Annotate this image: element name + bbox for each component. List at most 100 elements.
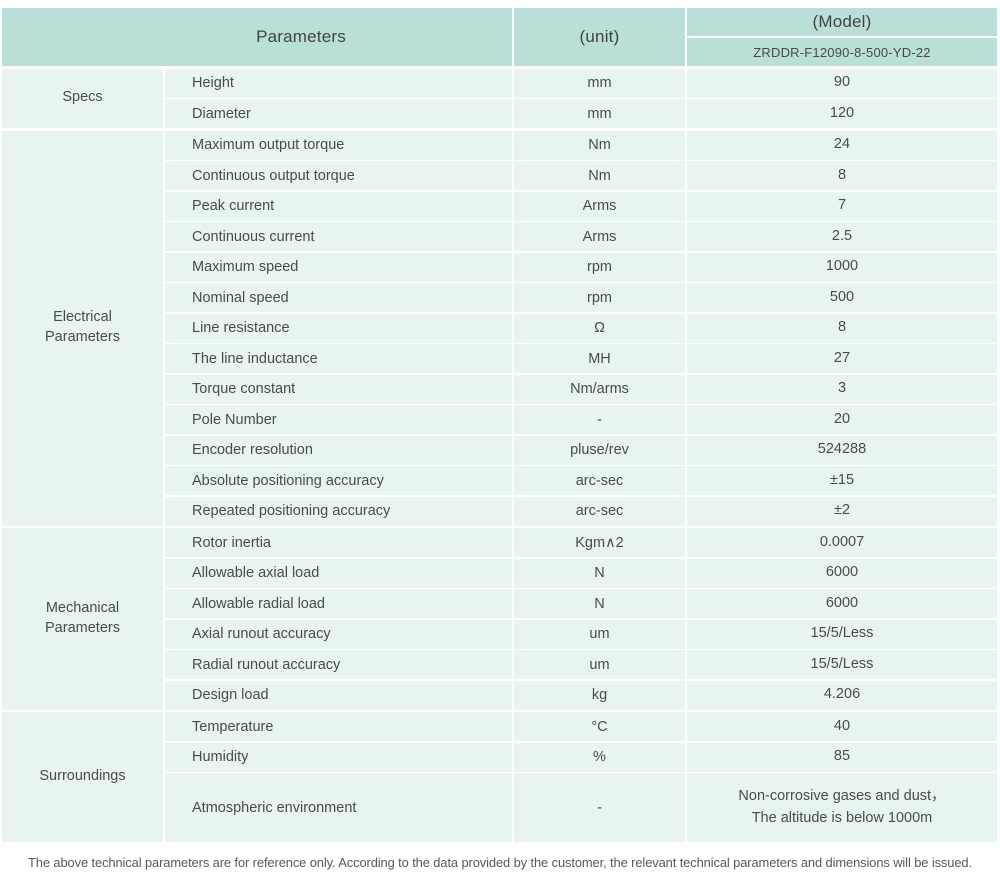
- param-cell: Axial runout accuracy: [165, 619, 512, 649]
- param-cell: Repeated positioning accuracy: [165, 496, 512, 526]
- table-row: Radial runout accuracy um 15/5/Less: [165, 650, 997, 679]
- unit-cell: Arms: [514, 191, 685, 221]
- section-label: Specs: [2, 68, 163, 128]
- unit-cell: rpm: [514, 252, 685, 282]
- param-cell: Radial runout accuracy: [165, 650, 512, 679]
- param-cell: Nominal speed: [165, 283, 512, 312]
- table-row: Continuous output torque Nm 8: [165, 161, 997, 190]
- table-row: Peak current Arms 7: [165, 191, 997, 221]
- param-cell: Continuous output torque: [165, 161, 512, 190]
- value-cell: 20: [687, 405, 997, 434]
- unit-cell: pluse/rev: [514, 435, 685, 465]
- param-cell: Continuous current: [165, 222, 512, 251]
- param-cell: Pole Number: [165, 405, 512, 434]
- param-cell: The line inductance: [165, 344, 512, 373]
- section-rows: Maximum output torque Nm 24 Continuous o…: [165, 130, 997, 526]
- table-row: Axial runout accuracy um 15/5/Less: [165, 619, 997, 649]
- section-specs: Specs Height mm 90 Diameter mm 120: [2, 68, 997, 128]
- unit-cell: MH: [514, 344, 685, 373]
- value-cell: 27: [687, 344, 997, 373]
- unit-cell: °C: [514, 712, 685, 741]
- table-row: Repeated positioning accuracy arc-sec ±2: [165, 496, 997, 526]
- param-cell: Allowable radial load: [165, 589, 512, 618]
- value-cell: 90: [687, 68, 997, 98]
- value-cell: ±15: [687, 466, 997, 495]
- table-row: The line inductance MH 27: [165, 344, 997, 373]
- unit-cell: um: [514, 619, 685, 649]
- value-cell: 500: [687, 283, 997, 312]
- unit-cell: N: [514, 589, 685, 618]
- param-cell: Maximum output torque: [165, 130, 512, 160]
- value-cell: 15/5/Less: [687, 619, 997, 649]
- unit-cell: Nm: [514, 130, 685, 160]
- unit-cell: mm: [514, 99, 685, 128]
- value-cell: ±2: [687, 496, 997, 526]
- section-rows: Rotor inertia Kgm∧2 0.0007 Allowable axi…: [165, 528, 997, 710]
- value-cell: 24: [687, 130, 997, 160]
- value-cell: 6000: [687, 589, 997, 618]
- unit-cell: arc-sec: [514, 496, 685, 526]
- section-label: Mechanical Parameters: [2, 528, 163, 710]
- value-cell: 8: [687, 313, 997, 343]
- value-cell: 524288: [687, 435, 997, 465]
- unit-cell: um: [514, 650, 685, 679]
- table-row: Rotor inertia Kgm∧2 0.0007: [165, 528, 997, 557]
- param-cell: Diameter: [165, 99, 512, 128]
- table-row: Torque constant Nm/arms 3: [165, 374, 997, 404]
- header-unit: (unit): [514, 8, 685, 66]
- header-parameters: Parameters: [2, 8, 512, 66]
- unit-cell: arc-sec: [514, 466, 685, 495]
- value-cell: 120: [687, 99, 997, 128]
- unit-cell: Nm: [514, 161, 685, 190]
- param-cell: Allowable axial load: [165, 558, 512, 588]
- section-electrical: Electrical Parameters Maximum output tor…: [2, 130, 997, 526]
- param-cell: Peak current: [165, 191, 512, 221]
- value-cell: 1000: [687, 252, 997, 282]
- table-row: Humidity % 85: [165, 742, 997, 772]
- table-row: Pole Number - 20: [165, 405, 997, 434]
- table-row: Diameter mm 120: [165, 99, 997, 128]
- param-cell: Rotor inertia: [165, 528, 512, 557]
- table-row: Nominal speed rpm 500: [165, 283, 997, 312]
- param-cell: Maximum speed: [165, 252, 512, 282]
- value-cell: 7: [687, 191, 997, 221]
- unit-cell: %: [514, 742, 685, 772]
- param-cell: Temperature: [165, 712, 512, 741]
- value-cell: 85: [687, 742, 997, 772]
- value-cell: Non-corrosive gases and dust， The altitu…: [687, 773, 997, 842]
- table-row: Line resistance Ω 8: [165, 313, 997, 343]
- table-row: Maximum output torque Nm 24: [165, 130, 997, 160]
- unit-cell: Arms: [514, 222, 685, 251]
- header-model-label: (Model): [687, 8, 997, 36]
- param-cell: Height: [165, 68, 512, 98]
- unit-cell: Kgm∧2: [514, 528, 685, 557]
- table-row: Allowable axial load N 6000: [165, 558, 997, 588]
- header-model-column: (Model) ZRDDR-F12090-8-500-YD-22: [687, 8, 997, 66]
- table-row: Maximum speed rpm 1000: [165, 252, 997, 282]
- value-cell: 0.0007: [687, 528, 997, 557]
- table-row: Absolute positioning accuracy arc-sec ±1…: [165, 466, 997, 495]
- unit-cell: -: [514, 405, 685, 434]
- unit-cell: -: [514, 773, 685, 842]
- unit-cell: mm: [514, 68, 685, 98]
- spec-table: Parameters (unit) (Model) ZRDDR-F12090-8…: [2, 8, 997, 842]
- value-cell: 4.206: [687, 680, 997, 710]
- section-mechanical: Mechanical Parameters Rotor inertia Kgm∧…: [2, 528, 997, 710]
- value-cell: 6000: [687, 558, 997, 588]
- unit-cell: rpm: [514, 283, 685, 312]
- table-row: Design load kg 4.206: [165, 680, 997, 710]
- table-row: Encoder resolution pluse/rev 524288: [165, 435, 997, 465]
- value-cell: 40: [687, 712, 997, 741]
- param-cell: Atmospheric environment: [165, 773, 512, 842]
- table-row: Continuous current Arms 2.5: [165, 222, 997, 251]
- param-cell: Line resistance: [165, 313, 512, 343]
- section-label: Electrical Parameters: [2, 130, 163, 526]
- table-row: Atmospheric environment - Non-corrosive …: [165, 773, 997, 842]
- section-label: Surroundings: [2, 712, 163, 842]
- unit-cell: N: [514, 558, 685, 588]
- value-cell: 3: [687, 374, 997, 404]
- value-cell: 8: [687, 161, 997, 190]
- value-cell: 15/5/Less: [687, 650, 997, 679]
- section-surroundings: Surroundings Temperature °C 40 Humidity …: [2, 712, 997, 842]
